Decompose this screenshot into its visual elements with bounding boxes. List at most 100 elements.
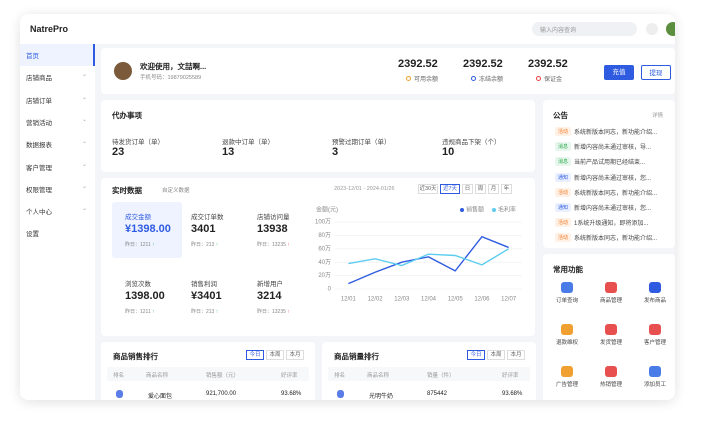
menu-item[interactable]: 营销活动 <box>26 119 52 127</box>
filter[interactable]: 年 <box>501 184 512 194</box>
trend-arrow: ↑ <box>150 242 155 248</box>
metric-value: ¥3401 <box>191 290 222 302</box>
menu-item[interactable]: 权限管理 <box>26 186 52 194</box>
menu-item[interactable]: 数据报表 <box>26 142 52 150</box>
y-tick-label: 100万 <box>315 219 331 226</box>
todo-value: 23 <box>112 146 125 158</box>
menu-item[interactable]: 首页 <box>26 53 39 60</box>
chevron: ⌄ <box>82 161 88 168</box>
function-icon <box>561 324 573 335</box>
filter[interactable]: 日 <box>462 184 473 194</box>
ranking-title: 商品销售排行 <box>113 352 158 361</box>
notice-tag: 活动 <box>555 187 572 197</box>
notice-text[interactable]: 系统新版本同志，新功能介绍... <box>574 236 658 243</box>
avatar <box>666 22 675 36</box>
metric-yesterday: 昨日：213 ↑ <box>191 242 219 248</box>
ranking-title: 商品销量排行 <box>334 352 379 361</box>
notice-text[interactable]: 系统新版本同志，新功能介绍... <box>574 190 658 197</box>
notice-more[interactable]: 详情 <box>652 113 664 119</box>
menu-item[interactable]: 设置 <box>26 231 39 239</box>
trend-arrow: ↑ <box>285 242 290 248</box>
y-tick-label: 0 <box>328 287 332 293</box>
function-icon <box>605 324 617 335</box>
todo-value: 3 <box>332 146 339 158</box>
balance-amount: 2392.52 <box>398 58 438 70</box>
trend-arrow: ↑ <box>285 309 290 315</box>
realtime-title: 实时数据 <box>112 186 142 195</box>
balance-dot <box>471 76 476 81</box>
series-line <box>348 235 509 285</box>
function-label[interactable]: 发货管理 <box>599 340 622 346</box>
function-label[interactable]: 发布商品 <box>643 298 666 304</box>
menu-item[interactable]: 店铺商品 <box>26 75 52 83</box>
function-label[interactable]: 退款维权 <box>555 340 578 346</box>
filter[interactable]: 月 <box>488 184 499 194</box>
notice-text[interactable]: 系统新版本同志，新功能介绍... <box>574 130 658 136</box>
ranking-rate: 93.68% <box>281 391 302 397</box>
function-title: 常用功能 <box>553 265 583 274</box>
ranking-amount: 875442 <box>427 391 448 397</box>
notice-text[interactable]: 新增内容尚未通过审核，您... <box>574 206 652 212</box>
balance-dot <box>406 76 411 81</box>
balance-dot <box>536 76 541 81</box>
ranking-header-bg <box>107 367 309 381</box>
ranking-column: 排名 <box>334 373 346 379</box>
notice-text[interactable]: 新增内容尚未通过审核，导... <box>574 145 652 152</box>
function-label[interactable]: 添加员工 <box>643 382 666 388</box>
function-label[interactable]: 热销管理 <box>599 382 622 388</box>
notice-text[interactable]: 当前产品试用期已经结束... <box>574 160 646 167</box>
series-line <box>348 248 510 267</box>
ranking-amount: 921,700.00 <box>206 391 237 397</box>
ranking-tab[interactable]: 本月 <box>507 350 525 360</box>
ranking-column: 排名 <box>113 373 125 379</box>
ranking-tab[interactable]: 今日 <box>246 350 264 360</box>
metric-value: 13938 <box>257 223 288 235</box>
y-axis-label: 金额(元) <box>316 206 338 214</box>
function-icon <box>649 282 661 293</box>
metric-value: 3401 <box>191 223 216 235</box>
button[interactable]: 提现 <box>641 65 671 80</box>
x-tick-label: 12/01 <box>341 297 357 303</box>
legend-marker <box>460 208 464 212</box>
notice-tag: 消息 <box>555 157 572 167</box>
balance-amount: 2392.52 <box>528 58 568 70</box>
notice-tag: 活动 <box>555 127 572 136</box>
bell <box>646 23 658 35</box>
notice-text[interactable]: 新增内容尚未通过审核，您... <box>574 175 652 182</box>
menu-item[interactable]: 个人中心 <box>26 209 52 217</box>
function-icon <box>605 282 617 293</box>
metric-yesterday: 昨日：13235 ↑ <box>257 309 290 315</box>
metric-value: ¥1398.00 <box>125 223 171 235</box>
ranking-tab[interactable]: 本周 <box>266 350 284 360</box>
metric-label: 成交金额 <box>125 214 151 221</box>
ranking-tab[interactable]: 本月 <box>286 350 304 360</box>
ranking-tab[interactable]: 本周 <box>487 350 505 360</box>
function-icon <box>649 324 661 335</box>
rank-medal <box>116 390 123 398</box>
metric-label: 浏览次数 <box>125 281 151 288</box>
y-tick-label: 80万 <box>318 232 331 239</box>
trend-arrow: ↑ <box>214 309 219 315</box>
chevron: ⌄ <box>82 139 88 146</box>
filter[interactable]: 近30天 <box>418 184 438 194</box>
balance-label: 保证金 <box>544 77 563 83</box>
app: NatrePro 输入内容查询 首页 店铺商品 ⌄ 店铺订单 ⌄ 营销活动 ⌄ 数据报表 ⌄ 客户管理… <box>20 14 675 400</box>
button[interactable]: 充值 <box>604 65 634 80</box>
notice-text[interactable]: 1系统升级通知，即将添加... <box>574 221 649 228</box>
metric-label: 成交订单数 <box>191 214 224 221</box>
function-label[interactable]: 商品管理 <box>599 298 622 304</box>
function-label[interactable]: 广告管理 <box>555 382 578 388</box>
function-label[interactable]: 客户管理 <box>643 340 666 346</box>
menu-item[interactable]: 店铺订单 <box>26 97 52 105</box>
menu-item[interactable]: 客户管理 <box>26 164 52 172</box>
ranking-tab[interactable]: 今日 <box>467 350 485 360</box>
function-label[interactable]: 订单查询 <box>555 298 578 304</box>
custom-link[interactable]: 自定义数据 <box>162 188 190 194</box>
rank-medal <box>337 390 344 398</box>
filter[interactable]: 周 <box>475 184 486 194</box>
filter[interactable]: 近7天 <box>440 184 460 194</box>
chevron: ⌄ <box>82 183 88 190</box>
search[interactable]: 输入内容查询 <box>532 22 637 36</box>
